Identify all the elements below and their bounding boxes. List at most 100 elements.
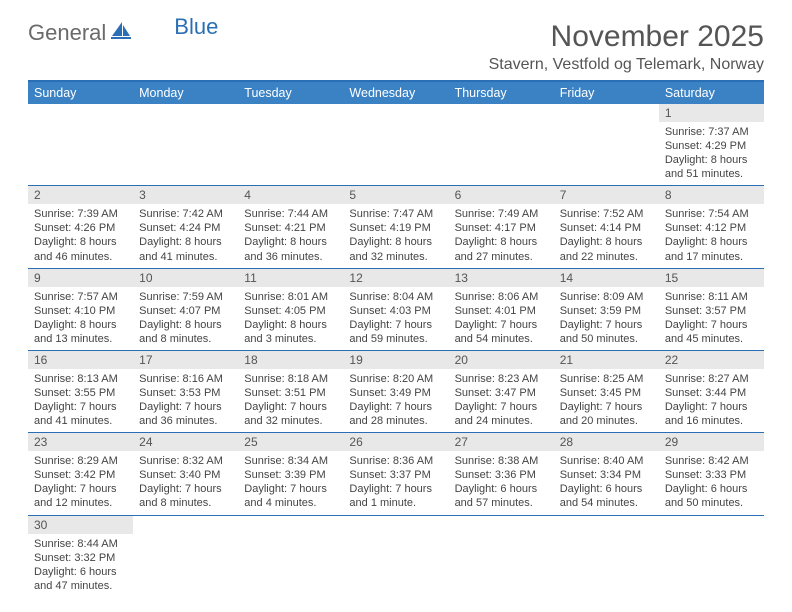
detail-line: Sunset: 4:07 PM bbox=[139, 304, 232, 318]
detail-line: Sunrise: 8:34 AM bbox=[244, 454, 337, 468]
calendar-cell: 19Sunrise: 8:20 AMSunset: 3:49 PMDayligh… bbox=[343, 350, 448, 432]
calendar-cell: 27Sunrise: 8:38 AMSunset: 3:36 PMDayligh… bbox=[449, 433, 554, 515]
detail-line: Sunrise: 7:54 AM bbox=[665, 207, 758, 221]
detail-line: Sunrise: 8:11 AM bbox=[665, 290, 758, 304]
location: Stavern, Vestfold og Telemark, Norway bbox=[489, 56, 764, 74]
detail-line: Daylight: 7 hours bbox=[665, 400, 758, 414]
day-details: Sunrise: 7:47 AMSunset: 4:19 PMDaylight:… bbox=[343, 204, 448, 267]
day-number: 5 bbox=[343, 186, 448, 204]
day-number: 18 bbox=[238, 351, 343, 369]
calendar-cell: 9Sunrise: 7:57 AMSunset: 4:10 PMDaylight… bbox=[28, 268, 133, 350]
day-number: 16 bbox=[28, 351, 133, 369]
weekday-header: Friday bbox=[554, 81, 659, 104]
day-details: Sunrise: 8:44 AMSunset: 3:32 PMDaylight:… bbox=[28, 534, 133, 597]
calendar-cell: 25Sunrise: 8:34 AMSunset: 3:39 PMDayligh… bbox=[238, 433, 343, 515]
calendar-cell: 2Sunrise: 7:39 AMSunset: 4:26 PMDaylight… bbox=[28, 186, 133, 268]
calendar-cell bbox=[449, 104, 554, 186]
detail-line: Sunset: 4:24 PM bbox=[139, 221, 232, 235]
detail-line: and 8 minutes. bbox=[139, 496, 232, 510]
detail-line: and 50 minutes. bbox=[560, 332, 653, 346]
day-details: Sunrise: 8:29 AMSunset: 3:42 PMDaylight:… bbox=[28, 451, 133, 514]
detail-line: Sunset: 3:36 PM bbox=[455, 468, 548, 482]
detail-line: and 28 minutes. bbox=[349, 414, 442, 428]
detail-line: Sunrise: 8:42 AM bbox=[665, 454, 758, 468]
day-number: 29 bbox=[659, 433, 764, 451]
day-number: 7 bbox=[554, 186, 659, 204]
detail-line: Daylight: 7 hours bbox=[34, 400, 127, 414]
day-details: Sunrise: 8:18 AMSunset: 3:51 PMDaylight:… bbox=[238, 369, 343, 432]
detail-line: Sunrise: 8:29 AM bbox=[34, 454, 127, 468]
detail-line: Daylight: 8 hours bbox=[349, 235, 442, 249]
day-number: 10 bbox=[133, 269, 238, 287]
calendar-row: 30Sunrise: 8:44 AMSunset: 3:32 PMDayligh… bbox=[28, 515, 764, 597]
detail-line: Sunrise: 7:42 AM bbox=[139, 207, 232, 221]
detail-line: and 41 minutes. bbox=[34, 414, 127, 428]
calendar-cell bbox=[343, 515, 448, 597]
detail-line: Sunset: 4:12 PM bbox=[665, 221, 758, 235]
detail-line: and 46 minutes. bbox=[34, 250, 127, 264]
detail-line: Sunset: 3:53 PM bbox=[139, 386, 232, 400]
detail-line: Sunrise: 7:59 AM bbox=[139, 290, 232, 304]
detail-line: Sunrise: 7:44 AM bbox=[244, 207, 337, 221]
detail-line: Sunrise: 7:49 AM bbox=[455, 207, 548, 221]
calendar-row: 2Sunrise: 7:39 AMSunset: 4:26 PMDaylight… bbox=[28, 186, 764, 268]
detail-line: Sunset: 4:17 PM bbox=[455, 221, 548, 235]
day-details: Sunrise: 7:49 AMSunset: 4:17 PMDaylight:… bbox=[449, 204, 554, 267]
day-number: 11 bbox=[238, 269, 343, 287]
day-details: Sunrise: 7:44 AMSunset: 4:21 PMDaylight:… bbox=[238, 204, 343, 267]
calendar-cell: 12Sunrise: 8:04 AMSunset: 4:03 PMDayligh… bbox=[343, 268, 448, 350]
detail-line: and 36 minutes. bbox=[139, 414, 232, 428]
day-details: Sunrise: 8:13 AMSunset: 3:55 PMDaylight:… bbox=[28, 369, 133, 432]
day-number: 25 bbox=[238, 433, 343, 451]
detail-line: Sunrise: 8:06 AM bbox=[455, 290, 548, 304]
calendar-cell: 3Sunrise: 7:42 AMSunset: 4:24 PMDaylight… bbox=[133, 186, 238, 268]
calendar-cell: 24Sunrise: 8:32 AMSunset: 3:40 PMDayligh… bbox=[133, 433, 238, 515]
day-number: 19 bbox=[343, 351, 448, 369]
day-details: Sunrise: 8:09 AMSunset: 3:59 PMDaylight:… bbox=[554, 287, 659, 350]
detail-line: and 57 minutes. bbox=[455, 496, 548, 510]
detail-line: Daylight: 8 hours bbox=[665, 235, 758, 249]
calendar-cell bbox=[554, 104, 659, 186]
calendar-cell: 16Sunrise: 8:13 AMSunset: 3:55 PMDayligh… bbox=[28, 350, 133, 432]
detail-line: Sunset: 3:47 PM bbox=[455, 386, 548, 400]
detail-line: and 45 minutes. bbox=[665, 332, 758, 346]
calendar-cell bbox=[133, 104, 238, 186]
weekday-header: Tuesday bbox=[238, 81, 343, 104]
calendar-cell: 8Sunrise: 7:54 AMSunset: 4:12 PMDaylight… bbox=[659, 186, 764, 268]
day-details: Sunrise: 7:42 AMSunset: 4:24 PMDaylight:… bbox=[133, 204, 238, 267]
day-number: 21 bbox=[554, 351, 659, 369]
calendar-cell: 30Sunrise: 8:44 AMSunset: 3:32 PMDayligh… bbox=[28, 515, 133, 597]
day-number: 17 bbox=[133, 351, 238, 369]
day-details: Sunrise: 8:01 AMSunset: 4:05 PMDaylight:… bbox=[238, 287, 343, 350]
calendar-cell: 15Sunrise: 8:11 AMSunset: 3:57 PMDayligh… bbox=[659, 268, 764, 350]
day-number: 9 bbox=[28, 269, 133, 287]
day-number: 1 bbox=[659, 104, 764, 122]
detail-line: Daylight: 8 hours bbox=[244, 318, 337, 332]
day-number: 22 bbox=[659, 351, 764, 369]
detail-line: and 22 minutes. bbox=[560, 250, 653, 264]
detail-line: and 36 minutes. bbox=[244, 250, 337, 264]
detail-line: Daylight: 8 hours bbox=[560, 235, 653, 249]
detail-line: and 47 minutes. bbox=[34, 579, 127, 593]
detail-line: Sunrise: 8:36 AM bbox=[349, 454, 442, 468]
calendar-cell: 21Sunrise: 8:25 AMSunset: 3:45 PMDayligh… bbox=[554, 350, 659, 432]
detail-line: and 3 minutes. bbox=[244, 332, 337, 346]
detail-line: Sunrise: 8:09 AM bbox=[560, 290, 653, 304]
detail-line: Sunset: 3:59 PM bbox=[560, 304, 653, 318]
calendar-cell: 6Sunrise: 7:49 AMSunset: 4:17 PMDaylight… bbox=[449, 186, 554, 268]
day-details: Sunrise: 8:36 AMSunset: 3:37 PMDaylight:… bbox=[343, 451, 448, 514]
day-details: Sunrise: 7:57 AMSunset: 4:10 PMDaylight:… bbox=[28, 287, 133, 350]
detail-line: and 17 minutes. bbox=[665, 250, 758, 264]
detail-line: and 32 minutes. bbox=[349, 250, 442, 264]
day-number: 4 bbox=[238, 186, 343, 204]
detail-line: Sunset: 4:21 PM bbox=[244, 221, 337, 235]
detail-line: Daylight: 6 hours bbox=[455, 482, 548, 496]
detail-line: Sunset: 3:34 PM bbox=[560, 468, 653, 482]
day-details: Sunrise: 8:38 AMSunset: 3:36 PMDaylight:… bbox=[449, 451, 554, 514]
calendar-cell bbox=[238, 104, 343, 186]
calendar-cell bbox=[238, 515, 343, 597]
calendar-cell: 4Sunrise: 7:44 AMSunset: 4:21 PMDaylight… bbox=[238, 186, 343, 268]
day-number: 20 bbox=[449, 351, 554, 369]
detail-line: and 32 minutes. bbox=[244, 414, 337, 428]
brand-part2: Blue bbox=[174, 14, 218, 40]
